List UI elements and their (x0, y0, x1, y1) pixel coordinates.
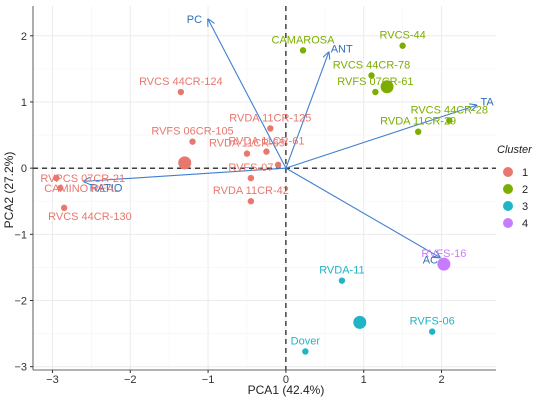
data-point-rvda-11cr-29 (414, 128, 422, 135)
data-point-rvda-11 (338, 277, 346, 284)
data-point-rvfs-07cr-61 (372, 88, 379, 96)
loading-label-ant: ANT (331, 43, 353, 55)
axes: −3 −2 −1 0 1 2 −3 −2 −1 0 1 2 (14, 6, 496, 386)
data-point-rvcs-44cr-124 (177, 88, 185, 96)
x-tick-label: 0 (283, 374, 289, 386)
point-label: RVCS 44CR-28 (411, 104, 488, 116)
loading-arrow-ant (285, 52, 329, 169)
data-point-dover (302, 348, 309, 355)
legend-label-cluster-2: 2 (522, 184, 528, 196)
loading-label-pc: PC (187, 14, 202, 26)
data-point-unlabeled (274, 161, 282, 169)
point-label: RVFS-07 (228, 162, 273, 174)
legend-swatch-cluster-4 (503, 218, 513, 228)
point-label: CAMINO REAL (44, 183, 120, 195)
data-points (53, 42, 453, 355)
loading-arrows: PC ANT TA AC RATIO (84, 14, 495, 266)
point-label: RVDA-11 (319, 265, 364, 277)
loading-arrow-ratio (84, 167, 286, 181)
legend-label-cluster-4: 4 (522, 218, 528, 230)
centroid-cluster-2 (380, 80, 394, 94)
loading-arrow-ac (285, 167, 440, 257)
y-tick-label: 2 (21, 31, 27, 43)
point-label: RVFS 06CR-105 (151, 126, 233, 138)
data-point-rvcs-44cr-28 (446, 117, 453, 124)
grid-layer (33, 6, 496, 370)
loading-arrow-ta (285, 105, 477, 169)
point-label: RVPCS 07CR-21 (40, 173, 125, 185)
legend-swatch-cluster-1 (503, 167, 513, 177)
point-label: RVCS-44 (379, 30, 425, 42)
point-label: RVDA 11CR-42 (213, 185, 289, 197)
data-point-rvfs-06cr-105 (189, 138, 196, 145)
data-point-camarosa (299, 47, 307, 54)
legend-label-cluster-1: 1 (522, 167, 528, 179)
loading-label-ac: AC (423, 254, 438, 266)
data-point-rvpcs-07cr-21 (53, 174, 60, 182)
y-tick-label: 1 (21, 97, 27, 109)
point-label: RVDA 11CR-125 (229, 112, 311, 124)
x-axis-label: PCA1 (42.4%) (248, 383, 325, 397)
data-point-rvda-11cr-125 (267, 125, 274, 132)
legend-title: Cluster (497, 144, 533, 156)
loading-label-ta: TA (481, 96, 495, 108)
x-tick-label: 1 (361, 374, 367, 386)
legend-swatch-cluster-2 (503, 184, 513, 194)
data-point-rvda-11cr-65 (243, 150, 251, 157)
point-label: RVCS 44CR-78 (333, 59, 410, 71)
centroid-cluster-3 (353, 315, 367, 329)
point-label: CAMAROSA (272, 34, 336, 46)
point-label: RVFS-16 (421, 248, 466, 260)
loading-arrow-pc (208, 19, 287, 169)
reference-lines (33, 6, 496, 370)
y-tick-label: −3 (14, 362, 27, 374)
y-tick-label: 0 (21, 163, 27, 175)
data-point-rvcs-44cr-78 (368, 72, 375, 79)
legend-label-cluster-3: 3 (522, 201, 528, 213)
y-axis-label: PCA2 (27.2%) (2, 152, 16, 229)
data-point-rvfs-07 (247, 174, 255, 182)
x-tick-label: −3 (46, 374, 59, 386)
point-label: RVCS 44CR-130 (48, 211, 132, 223)
data-point-rvcs-44 (399, 42, 406, 49)
point-label: RVDA 11CR-29 (380, 116, 456, 128)
data-point-rvda-11cr-42 (247, 198, 255, 205)
point-label: RVFS-06 (410, 316, 455, 328)
legend-swatch-cluster-3 (503, 201, 513, 211)
y-tick-label: −2 (14, 296, 27, 308)
data-point-rvda-11cr-61 (263, 148, 270, 155)
data-point-rvfs-06 (428, 328, 436, 335)
x-tick-label: −1 (202, 374, 215, 386)
y-tick-label: −1 (14, 229, 27, 241)
point-label: RVCS 44CR-124 (139, 76, 223, 88)
point-label: RVDA 11CR-61 (228, 136, 304, 148)
point-label: Dover (291, 335, 321, 347)
point-label: RVFS 07CR-61 (337, 76, 413, 88)
legend: Cluster 1 2 3 4 (497, 144, 533, 230)
point-label: RVDA 11CR-65 (209, 138, 285, 150)
data-point-camino-real (57, 184, 64, 192)
centroid-cluster-1 (178, 156, 192, 170)
x-tick-label: −2 (124, 374, 137, 386)
data-point-rvcs-44cr-130 (60, 204, 68, 212)
x-tick-label: 2 (438, 374, 444, 386)
data-point-rvfs-16 (440, 260, 448, 268)
loading-label-ratio: RATIO (90, 182, 123, 194)
